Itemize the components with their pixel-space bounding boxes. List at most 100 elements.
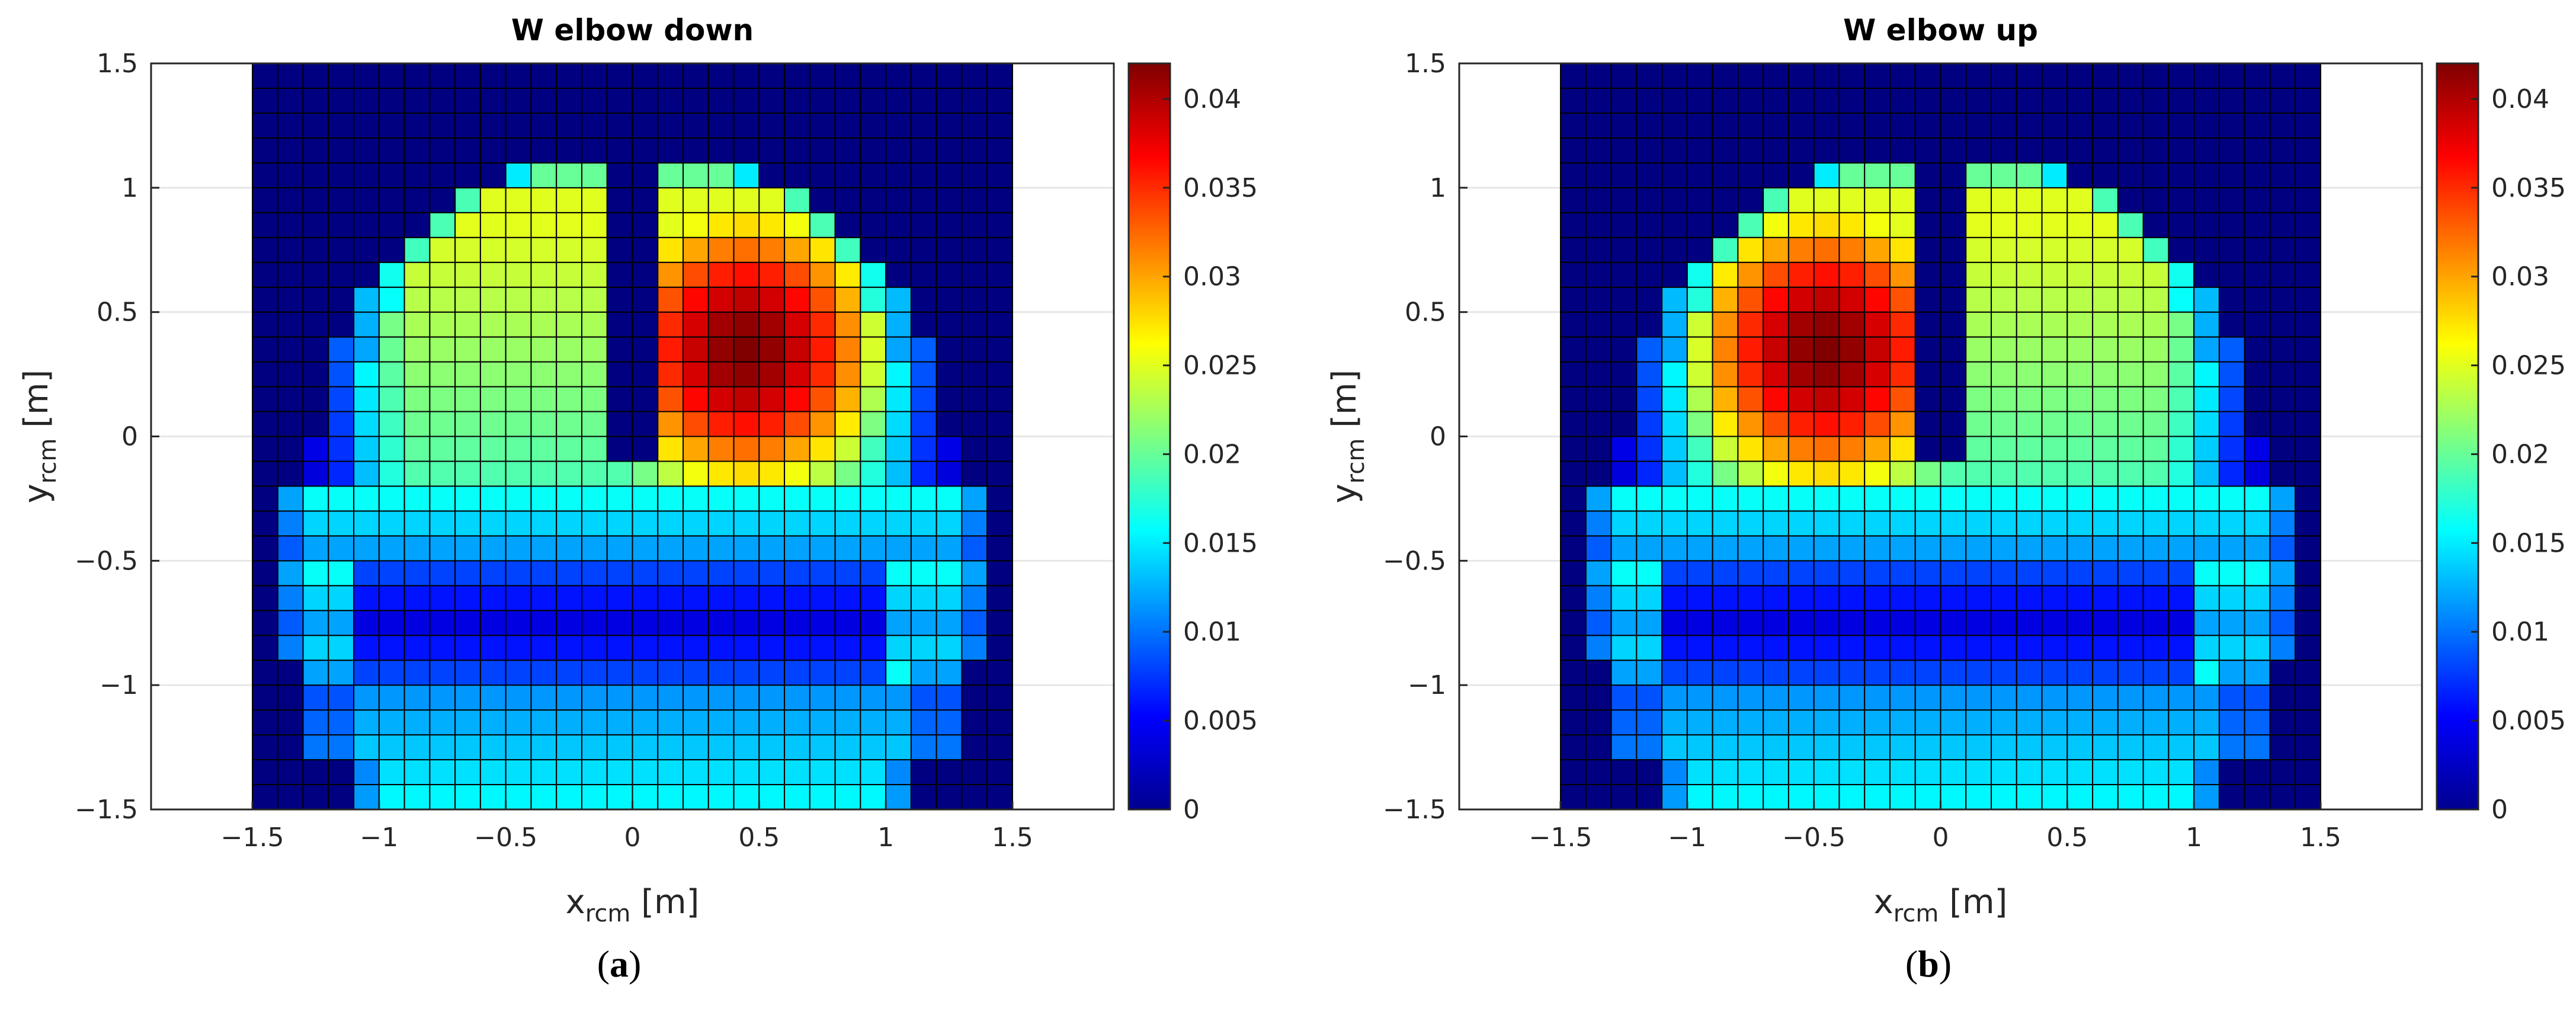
heatmap-cell [2142, 87, 2170, 114]
heatmap-cell [353, 709, 380, 736]
heatmap-cell [1914, 560, 1941, 587]
heatmap-cell [556, 162, 582, 188]
heatmap-cell [2218, 436, 2245, 462]
heatmap-cell [581, 286, 608, 313]
heatmap-cell [1838, 535, 1866, 562]
heatmap-cell [1610, 137, 1638, 164]
heatmap-cell [707, 460, 735, 487]
heatmap-cell [606, 236, 633, 263]
heatmap-cell [1787, 709, 1815, 736]
heatmap-cell [1737, 709, 1764, 736]
heatmap-cell [1686, 261, 1713, 288]
heatmap-cell [1763, 784, 1789, 810]
heatmap-cell [1737, 212, 1764, 238]
heatmap-cell [1914, 311, 1941, 338]
heatmap-cell [2066, 585, 2094, 612]
heatmap-cell [1763, 187, 1789, 213]
heatmap-cell [2066, 112, 2094, 139]
heatmap-cell [1636, 386, 1663, 412]
heatmap-cell [1787, 585, 1815, 612]
heatmap-cell [505, 535, 532, 562]
heatmap-cell [683, 660, 709, 686]
heatmap-cell [1864, 635, 1891, 661]
heatmap-cell [328, 784, 355, 810]
heatmap-cell [758, 759, 786, 786]
heatmap-cell [707, 436, 735, 462]
heatmap-cell [1864, 460, 1891, 487]
heatmap-cell [403, 361, 431, 388]
heatmap-cell [2092, 535, 2119, 562]
heatmap-cell [2066, 411, 2094, 437]
heatmap-cell [1965, 286, 1992, 313]
heatmap-cell [353, 460, 380, 487]
heatmap-cell [1965, 236, 1992, 263]
heatmap-cell [1787, 112, 1815, 139]
heatmap-cell [733, 386, 760, 412]
heatmap-cell [2092, 436, 2119, 462]
heatmap-cell [277, 311, 304, 338]
heatmap-cell [733, 87, 760, 114]
heatmap-cell [606, 436, 633, 462]
heatmap-cell [302, 560, 329, 587]
heatmap-cell [1610, 734, 1638, 761]
heatmap-cell [1991, 212, 2017, 238]
heatmap-cell [1737, 236, 1764, 263]
heatmap-cell [1965, 311, 1992, 338]
heatmap-cell [479, 336, 507, 363]
heatmap-cell [505, 660, 532, 686]
heatmap-cell [1661, 759, 1688, 786]
heatmap-cell [657, 535, 684, 562]
heatmap-cell [632, 87, 659, 114]
heatmap-cell [632, 411, 659, 437]
heatmap-cell [2066, 87, 2094, 114]
heatmap-cell [1813, 236, 1840, 263]
heatmap-cell [581, 386, 608, 412]
heatmap-cell [1636, 684, 1663, 711]
heatmap-cell [252, 162, 278, 188]
heatmap-cell [277, 784, 304, 810]
heatmap-cell [2092, 311, 2119, 338]
heatmap-cell [2168, 535, 2195, 562]
heatmap-cell [353, 386, 380, 412]
heatmap-cell [479, 112, 507, 139]
heatmap-cell [1763, 460, 1789, 487]
heatmap-cell [2168, 112, 2195, 139]
heatmap-cell [1560, 311, 1587, 338]
heatmap-cell [2218, 162, 2245, 188]
heatmap-cell [860, 137, 887, 164]
heatmap-cell [2117, 784, 2144, 810]
heatmap-cell [1712, 709, 1739, 736]
heatmap-cell [707, 63, 735, 89]
heatmap-cell [2218, 212, 2245, 238]
heatmap-cell [1712, 585, 1739, 612]
heatmap-cell [328, 635, 355, 661]
heatmap-cell [505, 87, 532, 114]
heatmap-cell [2142, 336, 2170, 363]
heatmap-cell [784, 63, 810, 89]
heatmap-cell [2117, 734, 2144, 761]
heatmap-cell [1585, 187, 1612, 213]
heatmap-cell [1813, 286, 1840, 313]
heatmap-cell [378, 361, 405, 388]
heatmap-cell [606, 660, 633, 686]
heatmap-cell [2168, 585, 2195, 612]
heatmap-cell [328, 734, 355, 761]
heatmap-cell [809, 286, 836, 313]
heatmap-cell [1560, 535, 1587, 562]
heatmap-cell [733, 286, 760, 313]
heatmap-cell [2218, 361, 2245, 388]
heatmap-cell [1813, 162, 1840, 188]
heatmap-cell [809, 386, 836, 412]
heatmap-cell [328, 261, 355, 288]
heatmap-cell [784, 560, 810, 587]
heatmap-cell [530, 709, 558, 736]
heatmap-cell [505, 585, 532, 612]
heatmap-cell [556, 485, 582, 512]
heatmap-cell [1965, 684, 1992, 711]
heatmap-cell [1712, 436, 1739, 462]
heatmap-cell [378, 535, 405, 562]
heatmap-cell [1965, 386, 1992, 412]
heatmap-cell [2117, 63, 2144, 89]
heatmap-cell [606, 560, 633, 587]
heatmap-cell [277, 585, 304, 612]
